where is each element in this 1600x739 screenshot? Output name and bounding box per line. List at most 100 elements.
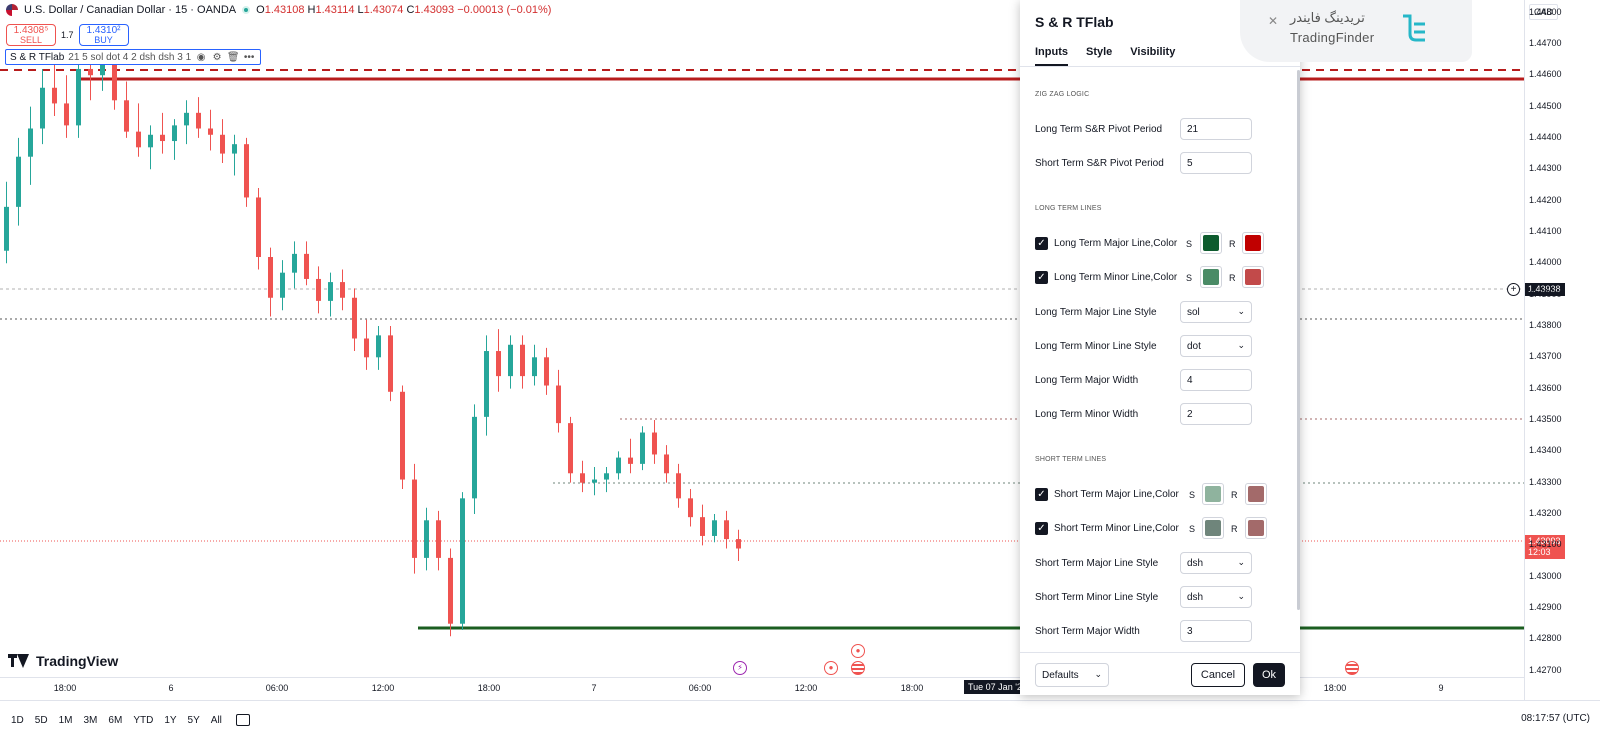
brand-name-en: TradingFinder bbox=[1290, 30, 1375, 45]
candle-body bbox=[724, 520, 729, 540]
st-major-r-label: R bbox=[1231, 490, 1238, 500]
price-tick-label: 1.44400 bbox=[1529, 131, 1562, 142]
lt-minor-support-color[interactable] bbox=[1200, 266, 1222, 288]
indicator-name[interactable]: S & R TFlab bbox=[10, 51, 65, 63]
indicator-args: 21 5 sol dot 4 2 dsh dsh 3 1 bbox=[68, 51, 192, 63]
tradingview-logo-icon bbox=[8, 654, 30, 668]
lt-major-s-label: S bbox=[1186, 239, 1193, 249]
event-canada-flag-icon[interactable]: ● bbox=[824, 661, 838, 675]
time-tick-label: 18:00 bbox=[53, 683, 77, 693]
candle-body bbox=[208, 128, 213, 135]
lt-major-width-label: Long Term Major Width bbox=[1035, 375, 1139, 386]
section-zigzag: ZIG ZAG LOGIC bbox=[1035, 91, 1090, 98]
event-us-flag-icon[interactable] bbox=[851, 661, 865, 675]
st-major-checkbox[interactable]: ✓ bbox=[1035, 488, 1048, 501]
candle-body bbox=[148, 134, 153, 148]
lt-major-resistance-color[interactable] bbox=[1242, 232, 1264, 254]
short-period-input[interactable]: 5 bbox=[1180, 152, 1252, 174]
price-tick-label: 1.44000 bbox=[1529, 257, 1562, 268]
st-minor-resistance-color[interactable] bbox=[1245, 517, 1267, 539]
long-period-input[interactable]: 21 bbox=[1180, 118, 1252, 140]
candle-body bbox=[316, 278, 321, 301]
st-major-width-input[interactable]: 3 bbox=[1180, 620, 1252, 642]
range-button-5y[interactable]: 5Y bbox=[187, 714, 200, 726]
lt-major-support-color[interactable] bbox=[1200, 232, 1222, 254]
indicator-legend[interactable]: S & R TFlab 21 5 sol dot 4 2 dsh dsh 3 1… bbox=[5, 49, 261, 65]
lt-minor-width-input[interactable]: 2 bbox=[1180, 403, 1252, 425]
dialog-divider bbox=[1020, 66, 1300, 67]
candle-body bbox=[520, 344, 525, 377]
event-bolt-icon[interactable]: ⚡ bbox=[733, 661, 747, 675]
st-major-style-select[interactable]: dsh ⌄ bbox=[1180, 552, 1252, 574]
calendar-icon[interactable] bbox=[235, 714, 250, 726]
price-tick-label: 1.43300 bbox=[1529, 476, 1562, 487]
candle-body bbox=[484, 351, 489, 417]
dialog-scrollbar[interactable] bbox=[1297, 70, 1300, 610]
buy-button[interactable]: 1.4310² BUY bbox=[78, 24, 129, 46]
clock[interactable]: 08:17:57 (UTC) bbox=[1521, 713, 1590, 724]
st-minor-style-select[interactable]: dsh ⌄ bbox=[1180, 586, 1252, 608]
range-button-6m[interactable]: 6M bbox=[108, 714, 123, 726]
section-long-term: LONG TERM LINES bbox=[1035, 205, 1102, 212]
range-button-3m[interactable]: 3M bbox=[83, 714, 98, 726]
candle-body bbox=[664, 454, 669, 474]
candle-body bbox=[28, 128, 33, 157]
tradingfinder-logo-icon bbox=[1403, 14, 1425, 42]
lt-minor-color-label: Long Term Minor Line,Color bbox=[1054, 272, 1178, 283]
candle-body bbox=[328, 282, 333, 301]
price-tick-label: 1.44200 bbox=[1529, 194, 1562, 205]
candle-body bbox=[604, 473, 609, 480]
st-minor-support-color[interactable] bbox=[1202, 517, 1224, 539]
crosshair-plus-icon[interactable]: + bbox=[1507, 283, 1520, 296]
lt-major-r-label: R bbox=[1229, 239, 1236, 249]
chevron-down-icon: ⌄ bbox=[1237, 591, 1245, 601]
range-button-1d[interactable]: 1D bbox=[11, 714, 24, 726]
range-button-5d[interactable]: 5D bbox=[34, 714, 48, 726]
price-axis[interactable]: CAD + 1.43938 1.43093 12:03 1.44800 1.447… bbox=[1507, 0, 1600, 700]
lt-major-checkbox[interactable]: ✓ bbox=[1035, 237, 1048, 250]
tab-style[interactable]: Style bbox=[1086, 46, 1113, 58]
st-major-resistance-color[interactable] bbox=[1245, 483, 1267, 505]
st-minor-checkbox[interactable]: ✓ bbox=[1035, 522, 1048, 535]
tab-visibility[interactable]: Visibility bbox=[1130, 46, 1176, 58]
event-canada-flag-icon[interactable]: ● bbox=[851, 644, 865, 658]
lt-major-style-select[interactable]: sol ⌄ bbox=[1180, 301, 1252, 323]
range-button-all[interactable]: All bbox=[210, 714, 222, 726]
chevron-down-icon: ⌄ bbox=[1237, 306, 1245, 316]
eye-icon[interactable]: ◉ bbox=[196, 51, 206, 63]
range-button-1m[interactable]: 1M bbox=[58, 714, 73, 726]
delete-icon[interactable]: 🗑 bbox=[226, 51, 240, 63]
candle-body bbox=[400, 391, 405, 480]
dialog-body: ZIG ZAG LOGIC Long Term S&R Pivot Period… bbox=[1020, 67, 1300, 652]
lt-major-width-input[interactable]: 4 bbox=[1180, 369, 1252, 391]
time-tick-label: 7 bbox=[591, 683, 597, 693]
settings-icon[interactable]: ⚙ bbox=[212, 51, 222, 63]
candle-body bbox=[496, 351, 501, 377]
event-us-flag-icon[interactable] bbox=[1345, 661, 1359, 675]
lt-minor-checkbox[interactable]: ✓ bbox=[1035, 271, 1048, 284]
lt-minor-style-select[interactable]: dot ⌄ bbox=[1180, 335, 1252, 357]
tab-inputs[interactable]: Inputs bbox=[1035, 46, 1068, 66]
candle-body bbox=[4, 206, 9, 251]
price-tick-label: 1.43200 bbox=[1529, 508, 1562, 519]
st-major-support-color[interactable] bbox=[1202, 483, 1224, 505]
cancel-button[interactable]: Cancel bbox=[1191, 663, 1245, 687]
chevron-down-icon: ⌄ bbox=[1237, 340, 1245, 350]
tradingview-logo-text: TradingView bbox=[36, 653, 119, 669]
more-icon[interactable]: ••• bbox=[243, 51, 255, 63]
candle-body bbox=[736, 539, 741, 549]
spread-value: 1.7 bbox=[61, 30, 74, 40]
sell-button[interactable]: 1.4308⁵ SELL bbox=[6, 24, 56, 46]
range-button-ytd[interactable]: YTD bbox=[133, 714, 154, 726]
symbol-title[interactable]: U.S. Dollar / Canadian Dollar · 15 · OAN… bbox=[24, 4, 237, 16]
close-icon[interactable]: ✕ bbox=[1268, 14, 1279, 28]
currency-label[interactable]: CAD bbox=[1529, 4, 1559, 20]
tradingview-logo[interactable]: TradingView bbox=[8, 653, 118, 669]
candle-body bbox=[580, 473, 585, 483]
range-button-1y[interactable]: 1Y bbox=[164, 714, 177, 726]
st-minor-style-label: Short Term Minor Line Style bbox=[1035, 592, 1159, 603]
lt-minor-resistance-color[interactable] bbox=[1242, 266, 1264, 288]
last-price-label: 1.43093 12:03 bbox=[1525, 535, 1565, 559]
ok-button[interactable]: Ok bbox=[1253, 663, 1285, 687]
defaults-dropdown[interactable]: Defaults ⌄ bbox=[1035, 663, 1109, 687]
